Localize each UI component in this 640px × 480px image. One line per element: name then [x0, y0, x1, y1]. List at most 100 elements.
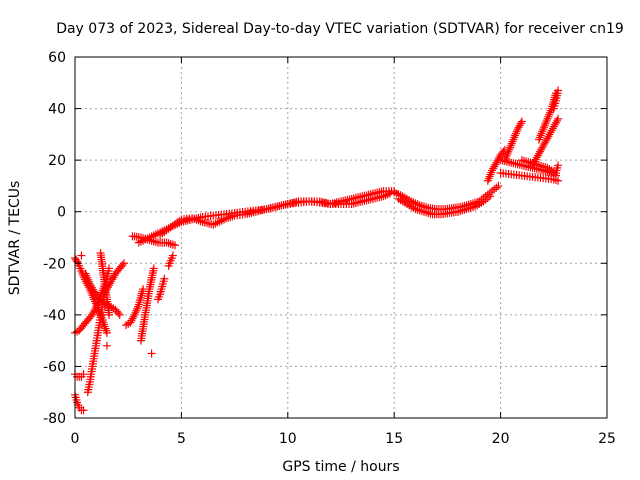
y-tick-label: 20 [48, 153, 66, 169]
data-point [162, 238, 171, 247]
x-tick-label: 10 [279, 431, 297, 447]
data-point [160, 274, 169, 283]
y-tick-label: -40 [43, 308, 66, 324]
data-point [133, 304, 142, 313]
data-point [554, 176, 563, 185]
data-point [485, 192, 494, 201]
data-point [79, 406, 88, 415]
data-point [511, 129, 520, 138]
data-point [131, 308, 140, 317]
data-point [483, 176, 492, 185]
data-point [115, 310, 124, 319]
data-point [85, 277, 94, 286]
data-point [508, 137, 517, 146]
data-point [151, 238, 160, 247]
y-tick-labels: -80 -60 -40 -20 0 20 40 60 [43, 50, 66, 427]
data-point [483, 193, 492, 202]
data-point [544, 112, 553, 121]
data-point [419, 207, 428, 216]
data-point [100, 322, 109, 331]
data-point [147, 349, 156, 358]
data-point [422, 208, 431, 217]
data-point [484, 174, 493, 183]
x-tick-label: 5 [177, 431, 186, 447]
data-point [102, 341, 111, 350]
data-point [520, 156, 529, 165]
y-tick-label: -20 [43, 256, 66, 272]
data-point [79, 370, 88, 379]
x-tick-label: 20 [492, 431, 510, 447]
data-point [504, 147, 513, 156]
y-tick-label: 0 [57, 205, 66, 221]
data-point [545, 108, 554, 117]
y-axis-label: SDTVAR / TECUs [7, 181, 23, 296]
data-point [540, 123, 549, 132]
data-point [516, 119, 525, 128]
data-point [133, 302, 142, 311]
data-point [166, 239, 175, 248]
data-points [71, 86, 563, 415]
data-point [539, 125, 548, 134]
data-point [129, 312, 138, 321]
data-point [426, 209, 435, 218]
x-tick-label: 25 [598, 431, 616, 447]
data-point [554, 161, 563, 170]
data-point [130, 310, 139, 319]
y-tick-label: -60 [43, 359, 66, 375]
data-point [503, 149, 512, 158]
data-point [164, 239, 173, 248]
data-point [114, 309, 123, 318]
data-point [517, 117, 526, 126]
data-point [537, 129, 546, 138]
data-point [424, 209, 433, 218]
chart-title: Day 073 of 2023, Sidereal Day-to-day VTE… [56, 21, 624, 37]
data-point [536, 131, 545, 140]
data-point [105, 310, 114, 319]
data-point [554, 114, 563, 123]
data-point [511, 131, 520, 140]
data-point [517, 156, 526, 165]
data-point [486, 170, 495, 179]
data-point [119, 259, 128, 268]
data-point [487, 168, 496, 177]
data-point [490, 185, 499, 194]
x-axis-label: GPS time / hours [282, 459, 399, 475]
x-tick-label: 0 [71, 431, 80, 447]
axis-ticks [74, 56, 608, 419]
data-point [509, 135, 518, 144]
data-point [84, 275, 93, 284]
y-tick-label: 60 [48, 50, 66, 66]
data-point [102, 326, 111, 335]
data-point [494, 181, 503, 190]
data-point [505, 143, 514, 152]
data-point [168, 240, 177, 249]
data-point [488, 187, 497, 196]
data-point [81, 269, 90, 278]
data-point [168, 251, 177, 260]
data-point [535, 133, 544, 142]
data-point [554, 86, 563, 95]
y-tick-label: 40 [48, 102, 66, 118]
data-point [534, 135, 543, 144]
data-point [510, 133, 519, 142]
data-point [102, 328, 111, 337]
plot-frame [74, 56, 608, 419]
data-point [83, 273, 92, 282]
data-point [132, 306, 141, 315]
data-point [149, 264, 158, 273]
data-point [541, 119, 550, 128]
data-point [505, 145, 514, 154]
x-tick-label: 15 [385, 431, 403, 447]
data-point [512, 127, 521, 136]
data-point [552, 116, 561, 125]
grid-lines [75, 57, 607, 418]
data-point [540, 121, 549, 130]
data-point [73, 257, 82, 266]
data-point [77, 251, 86, 260]
data-point [101, 324, 110, 333]
data-point [485, 172, 494, 181]
data-point [82, 271, 91, 280]
data-point [506, 141, 515, 150]
data-point [538, 127, 547, 136]
